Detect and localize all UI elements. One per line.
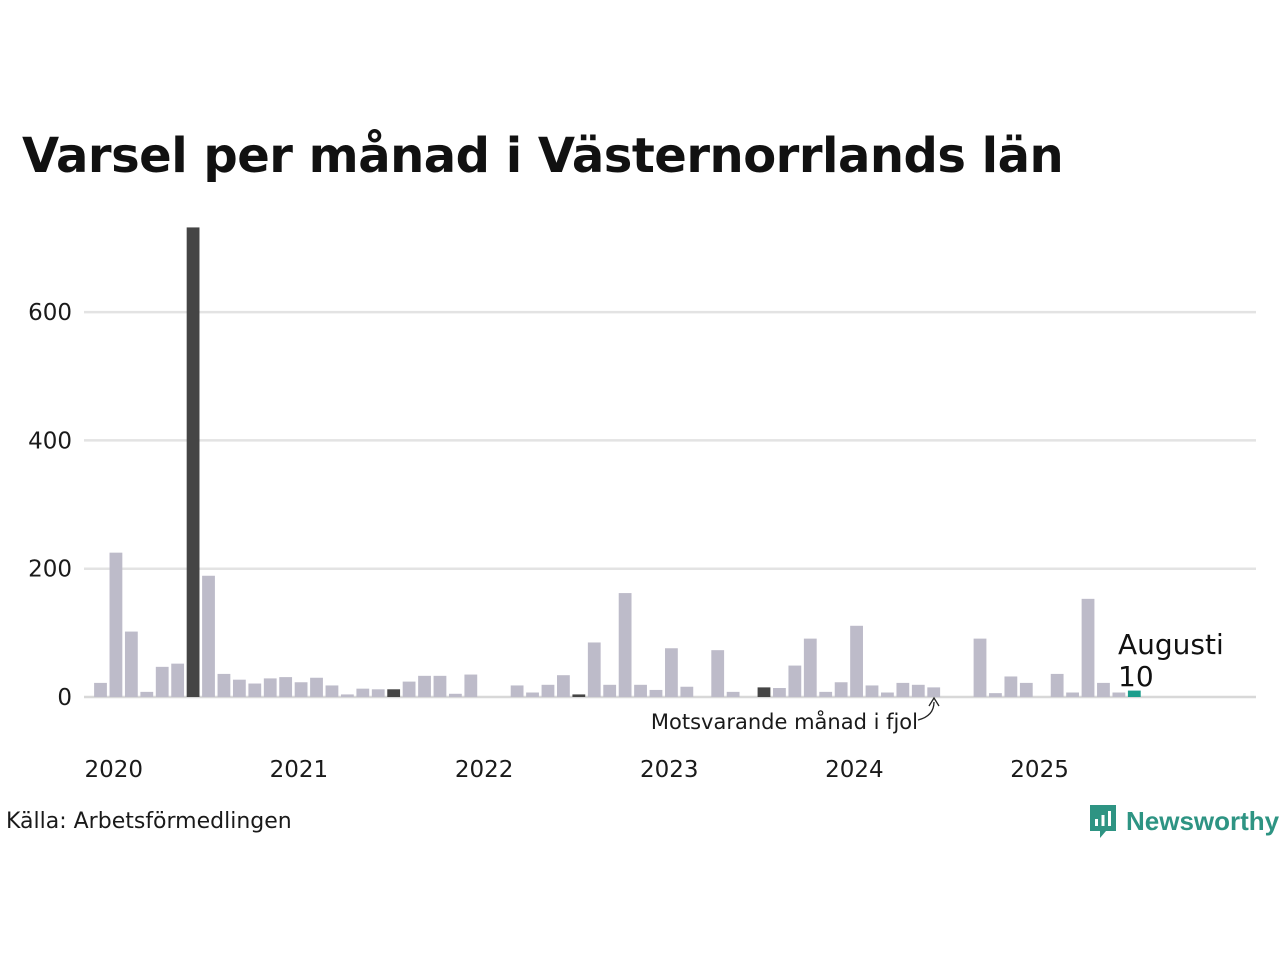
bar <box>680 686 694 697</box>
bar <box>526 692 539 697</box>
bar <box>248 683 262 697</box>
bar <box>865 685 879 697</box>
x-axis-tick-labels: 2020 2021 2022 2023 2024 2025 <box>85 757 1069 783</box>
bar <box>1081 598 1095 697</box>
annotation-arrowhead <box>928 696 940 707</box>
y-tick-label: 400 <box>28 428 72 454</box>
bar <box>850 625 863 697</box>
bar <box>1004 676 1018 697</box>
bar <box>587 642 601 697</box>
bar <box>896 682 910 697</box>
bar <box>217 673 231 697</box>
bar <box>263 678 277 697</box>
latest-month-label: Augusti <box>1118 628 1224 661</box>
bar <box>325 685 339 697</box>
bar <box>418 675 431 697</box>
brand: Newsworthy <box>1088 803 1279 839</box>
annotation-arrow <box>917 701 935 721</box>
y-tick-label: 600 <box>28 300 72 326</box>
x-tick-label: 2021 <box>270 757 329 783</box>
bar <box>371 689 385 697</box>
bar <box>557 675 570 697</box>
bar <box>279 677 293 697</box>
bar <box>171 663 185 697</box>
bar <box>788 665 802 697</box>
latest-value-label: 10 <box>1118 660 1154 693</box>
bar-highlight <box>757 687 771 697</box>
x-tick-label: 2020 <box>85 757 144 783</box>
bar-highlight <box>186 227 200 698</box>
gridlines <box>84 310 1256 699</box>
bar <box>402 681 416 697</box>
last-year-annotation: Motsvarande månad i fjol <box>651 709 918 734</box>
bar <box>1112 692 1126 697</box>
bar <box>202 575 215 697</box>
bar <box>881 692 894 697</box>
bar <box>1050 673 1064 697</box>
bar-latest <box>1127 690 1141 697</box>
bar <box>649 689 663 697</box>
bar <box>448 693 462 697</box>
bar <box>124 631 138 697</box>
bar <box>340 694 354 697</box>
chart-title: Varsel per månad i Västernorrlands län <box>22 128 1064 184</box>
bar <box>1019 682 1033 697</box>
bar <box>1097 682 1110 697</box>
bar <box>773 688 786 697</box>
bar <box>155 666 169 697</box>
source-note: Källa: Arbetsförmedlingen <box>6 809 292 834</box>
bar-highlight <box>572 694 586 697</box>
bar <box>510 685 524 697</box>
bar <box>433 675 447 697</box>
bar <box>294 682 308 697</box>
x-tick-label: 2024 <box>825 757 884 783</box>
x-tick-label: 2023 <box>640 757 699 783</box>
bar-highlight <box>387 689 401 697</box>
bar <box>140 691 154 697</box>
bar <box>989 693 1002 697</box>
x-tick-label: 2025 <box>1010 757 1069 783</box>
bar <box>603 684 617 697</box>
bar <box>834 682 848 697</box>
bar <box>911 684 925 697</box>
brand-name: Newsworthy <box>1126 805 1280 836</box>
bar <box>464 674 478 697</box>
bar <box>618 593 632 697</box>
bar <box>711 650 725 697</box>
bar <box>232 679 246 697</box>
bar <box>803 638 817 697</box>
bar <box>726 691 740 697</box>
bar <box>973 638 987 697</box>
y-tick-label: 200 <box>28 557 72 583</box>
bar <box>94 682 107 697</box>
newsworthy-logo-icon <box>1090 805 1116 838</box>
bar <box>819 691 833 697</box>
bar <box>310 677 323 697</box>
y-tick-label: 0 <box>57 685 72 711</box>
bar <box>109 552 123 697</box>
x-tick-label: 2022 <box>455 757 514 783</box>
bars <box>94 227 1141 698</box>
bar <box>927 687 941 697</box>
bar <box>634 684 647 697</box>
y-axis-tick-labels: 0 200 400 600 <box>28 300 72 711</box>
bar <box>665 648 678 697</box>
annotations: Augusti 10 Motsvarande månad i fjol <box>651 628 1224 734</box>
bar <box>356 688 370 697</box>
bar <box>1066 692 1079 697</box>
bar <box>541 684 555 697</box>
